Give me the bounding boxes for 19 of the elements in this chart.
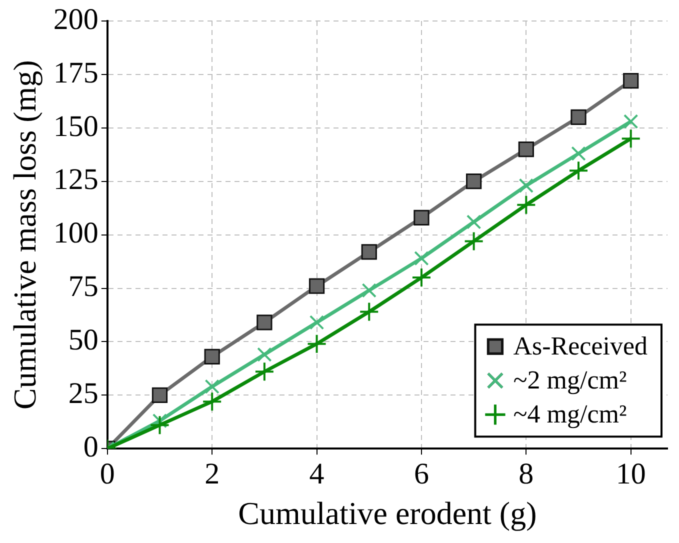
y-tick-label: 0 bbox=[83, 430, 98, 464]
y-tick-label: 175 bbox=[53, 56, 98, 90]
y-tick-label: 200 bbox=[53, 2, 98, 36]
y-tick-label: 125 bbox=[53, 163, 98, 196]
y-tick-label: 50 bbox=[68, 324, 98, 357]
x-axis-title: Cumulative erodent (g) bbox=[238, 495, 537, 532]
y-axis-title: Cumulative mass loss (mg) bbox=[6, 60, 43, 410]
legend-label: As-Received bbox=[513, 331, 648, 360]
x-tick-label: 8 bbox=[518, 457, 534, 490]
y-tick-label: 100 bbox=[53, 216, 98, 250]
y-tick-label: 150 bbox=[53, 110, 98, 143]
x-tick-label: 2 bbox=[204, 457, 220, 490]
y-tick-label: 75 bbox=[68, 270, 98, 304]
x-tick-label: 6 bbox=[414, 457, 429, 490]
x-tick-label: 4 bbox=[309, 457, 324, 490]
legend-label: ~2 mg/cm² bbox=[513, 365, 627, 394]
legend-label: ~4 mg/cm² bbox=[513, 399, 627, 428]
x-tick-label: 10 bbox=[616, 457, 646, 490]
y-tick-label: 25 bbox=[68, 377, 98, 410]
